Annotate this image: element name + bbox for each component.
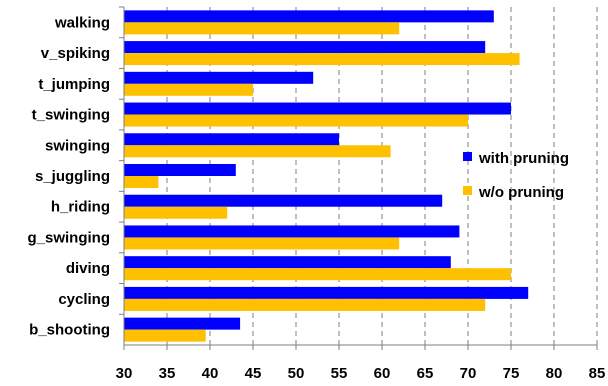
category-label-g_swinging: g_swinging: [28, 229, 111, 246]
category-label-diving: diving: [66, 260, 110, 277]
axes: [123, 7, 597, 346]
x-tick-label: 30: [116, 365, 133, 382]
bar-b_shooting-wo-pruning: [124, 329, 206, 342]
x-tick-label: 35: [159, 365, 176, 382]
category-label-cycling: cycling: [58, 291, 110, 308]
category-label-t_jumping: t_jumping: [38, 76, 110, 93]
x-tick-labels: 30 35 40 45 50 55 60 65 70 75 80 85: [116, 345, 606, 382]
bar-t_jumping-with-pruning: [124, 71, 314, 84]
x-tick-label: 45: [245, 365, 262, 382]
category-label-v_spiking: v_spiking: [41, 45, 110, 62]
bar-cycling-wo-pruning: [124, 298, 486, 311]
legend-swatch-wo-pruning: [463, 186, 472, 195]
category-label-t_swinging: t_swinging: [32, 107, 110, 124]
bars: [119, 6, 529, 342]
bar-swinging-wo-pruning: [124, 145, 391, 158]
x-tick-label: 50: [288, 365, 305, 382]
category-labels: walking v_spiking t_jumping t_swingingswing…: [28, 14, 111, 338]
bar-diving-wo-pruning: [124, 268, 511, 281]
category-label-walking: walking: [54, 14, 110, 31]
bar-t_swinging-with-pruning: [124, 102, 511, 115]
legend-label-with-pruning: with pruning: [478, 150, 569, 167]
bar-h_riding-wo-pruning: [124, 206, 228, 219]
category-label-b_shooting: b_shooting: [29, 322, 110, 339]
x-tick-label: 75: [503, 365, 520, 382]
category-label-s_juggling: s_juggling: [35, 168, 110, 185]
bar-walking-wo-pruning: [124, 22, 400, 35]
legend-swatch-with-pruning: [463, 152, 472, 161]
bar-h_riding-with-pruning: [124, 194, 443, 207]
bar-walking-with-pruning: [124, 10, 494, 23]
bar-g_swinging-with-pruning: [124, 225, 460, 238]
x-tick-label: 65: [417, 365, 434, 382]
legend-label-wo-pruning: w/o pruning: [478, 184, 564, 201]
bar-s_juggling-with-pruning: [124, 164, 236, 176]
x-tick-label: 70: [460, 365, 477, 382]
x-tick-label: 85: [589, 365, 606, 382]
x-tick-label: 40: [202, 365, 219, 382]
legend: with pruning w/o pruning: [463, 150, 569, 201]
bar-b_shooting-with-pruning: [124, 317, 241, 330]
bar-swinging-with-pruning: [124, 133, 339, 146]
bar-v_spiking-wo-pruning: [124, 53, 520, 66]
x-tick-label: 60: [374, 365, 391, 382]
bar-t_jumping-wo-pruning: [124, 83, 253, 96]
bar-v_spiking-with-pruning: [124, 41, 486, 54]
bar-g_swinging-wo-pruning: [124, 237, 400, 250]
x-tick-label: 55: [331, 365, 348, 382]
bar-s_juggling-wo-pruning: [124, 176, 159, 188]
bar-cycling-with-pruning: [124, 286, 529, 299]
bar-t_swinging-wo-pruning: [124, 114, 468, 127]
category-label-swinging: swinging: [45, 137, 110, 154]
bar-diving-with-pruning: [124, 256, 451, 269]
category-label-h_riding: h_riding: [51, 199, 110, 216]
x-tick-label: 80: [546, 365, 563, 382]
